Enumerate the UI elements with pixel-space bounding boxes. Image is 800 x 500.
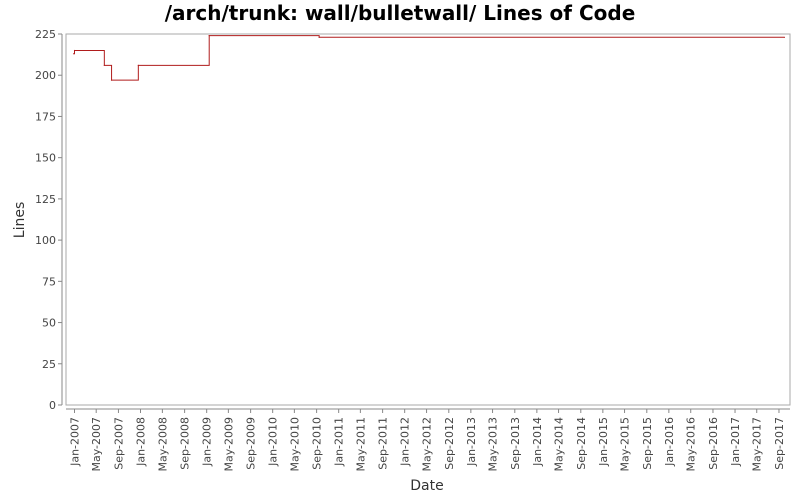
chart-title: /arch/trunk: wall/bulletwall/ Lines of C… <box>165 1 636 25</box>
data-point <box>137 64 139 66</box>
y-tick-label: 0 <box>49 399 56 412</box>
x-tick-label: Sep-2011 <box>377 417 390 470</box>
x-tick-label: May-2008 <box>156 417 169 472</box>
data-point <box>110 79 113 81</box>
y-tick-label: 125 <box>35 193 56 206</box>
x-tick-label: May-2013 <box>487 417 500 472</box>
y-tick-label: 175 <box>35 110 56 123</box>
x-tick-label: Jan-2010 <box>267 417 280 467</box>
data-point <box>783 36 785 38</box>
x-tick-label: Jan-2008 <box>134 417 147 467</box>
y-tick-label: 150 <box>35 152 56 165</box>
series-layer <box>73 35 785 81</box>
x-tick-label: Sep-2012 <box>443 417 456 470</box>
x-tick-label: May-2014 <box>553 417 566 472</box>
x-tick-label: May-2009 <box>222 417 235 472</box>
y-tick-label: 25 <box>42 358 56 371</box>
x-tick-label: Jan-2012 <box>399 417 412 467</box>
y-tick-label: 225 <box>35 28 56 41</box>
x-tick-label: May-2011 <box>354 417 367 472</box>
x-tick-label: May-2016 <box>685 417 698 472</box>
x-tick-label: May-2007 <box>90 417 103 472</box>
data-point <box>73 53 75 55</box>
data-point <box>318 36 320 38</box>
y-tick-label: 75 <box>42 275 56 288</box>
x-tick-label: Jan-2016 <box>663 417 676 467</box>
x-tick-label: May-2017 <box>751 417 764 472</box>
x-tick-label: Jan-2015 <box>597 417 610 467</box>
series-line <box>73 35 785 81</box>
y-tick-label: 200 <box>35 69 56 82</box>
x-tick-label: Jan-2011 <box>333 417 346 467</box>
y-axis: 0 25 50 75 100 125 150 175 200 225 <box>35 28 63 412</box>
plot-area <box>65 33 791 406</box>
x-tick-label: Jan-2013 <box>465 417 478 467</box>
y-tick-label: 100 <box>35 234 56 247</box>
x-tick-label: May-2012 <box>421 417 434 472</box>
y-tick-label: 50 <box>42 317 56 330</box>
x-tick-label: Sep-2017 <box>773 417 786 470</box>
x-tick-label: Jan-2009 <box>201 417 214 467</box>
x-tick-label: Jan-2007 <box>68 417 81 467</box>
x-tick-label: Jan-2017 <box>729 417 742 467</box>
x-tick-label: Sep-2009 <box>245 417 258 470</box>
x-tick-label: Jan-2014 <box>531 417 544 467</box>
plot-frame <box>65 33 791 406</box>
x-tick-label: Sep-2007 <box>112 417 125 470</box>
y-axis-label: Lines <box>12 202 28 238</box>
x-axis-label: Date <box>410 478 443 494</box>
x-tick-label: Sep-2014 <box>575 417 588 470</box>
x-tick-label: Sep-2008 <box>179 417 192 470</box>
x-tick-label: May-2010 <box>288 417 301 472</box>
data-point <box>103 64 105 66</box>
x-tick-label: Sep-2016 <box>707 417 720 470</box>
x-axis: Jan-2007 May-2007 Sep-2007 Jan-2008 May-2008… <box>66 408 790 472</box>
x-tick-label: Sep-2015 <box>641 417 654 470</box>
x-tick-label: Sep-2013 <box>509 417 522 470</box>
data-point <box>73 49 76 52</box>
x-tick-label: Sep-2010 <box>311 417 324 470</box>
data-point <box>208 35 210 37</box>
x-tick-label: May-2015 <box>619 417 632 472</box>
